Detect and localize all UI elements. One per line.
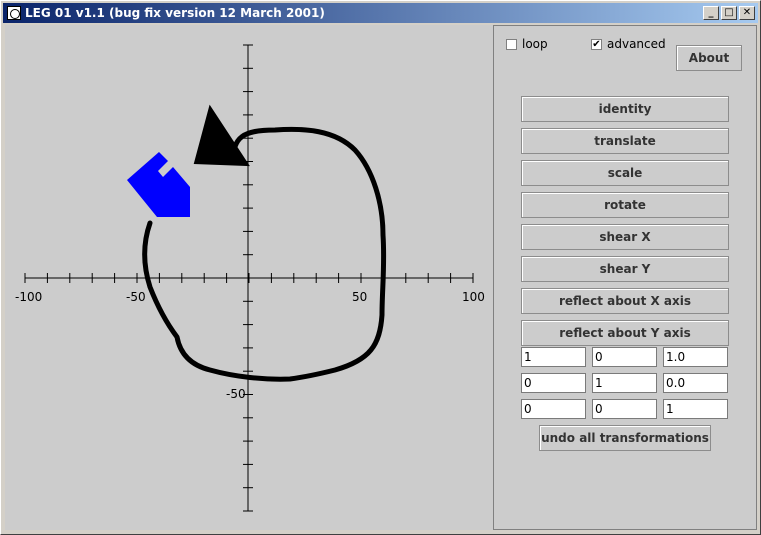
matrix-field[interactable]: 1.0 — [663, 347, 728, 367]
close-button[interactable]: ✕ — [739, 6, 755, 20]
window-controls: _ □ ✕ — [703, 6, 755, 20]
shear-x-button[interactable]: shear X — [521, 224, 729, 250]
loop-checkbox[interactable]: loop — [506, 37, 548, 51]
undo-all-button[interactable]: undo all transformations — [539, 425, 711, 451]
arrowhead — [193, 104, 250, 167]
matrix-field[interactable]: 1 — [592, 373, 657, 393]
shear-y-button[interactable]: shear Y — [521, 256, 729, 282]
maximize-button[interactable]: □ — [721, 6, 737, 20]
advanced-checkbox-box[interactable]: ✔ — [591, 38, 602, 50]
advanced-checkbox[interactable]: ✔ advanced — [591, 37, 666, 51]
minimize-button[interactable]: _ — [703, 6, 719, 20]
translate-button[interactable]: translate — [521, 128, 729, 154]
matrix-field[interactable]: 0 — [592, 347, 657, 367]
transform-shape — [127, 152, 190, 217]
rotate-button[interactable]: rotate — [521, 192, 729, 218]
matrix-field[interactable]: 1 — [521, 347, 586, 367]
drawing-canvas[interactable]: -100 -50 50 100 -50 — [5, 25, 493, 530]
x-tick-label: 50 — [352, 290, 367, 304]
app-icon — [7, 6, 21, 20]
freehand-stroke — [142, 126, 387, 382]
matrix-field[interactable]: 0 — [592, 399, 657, 419]
advanced-label: advanced — [607, 37, 666, 51]
loop-label: loop — [522, 37, 548, 51]
about-button[interactable]: About — [676, 45, 742, 71]
matrix-field[interactable]: 0 — [521, 373, 586, 393]
y-tick-label: -50 — [226, 387, 246, 401]
title-bar[interactable]: LEG 01 v1.1 (bug fix version 12 March 20… — [3, 3, 758, 23]
control-panel: loop ✔ advanced About identity translate… — [493, 25, 757, 530]
scale-button[interactable]: scale — [521, 160, 729, 186]
matrix-field[interactable]: 1 — [663, 399, 728, 419]
plot-svg: -100 -50 50 100 -50 — [15, 44, 485, 512]
identity-button[interactable]: identity — [521, 96, 729, 122]
window-title: LEG 01 v1.1 (bug fix version 12 March 20… — [25, 6, 325, 20]
matrix-field[interactable]: 0.0 — [663, 373, 728, 393]
reflect-x-axis-button[interactable]: reflect about X axis — [521, 288, 729, 314]
y-tick-marks — [243, 44, 253, 512]
matrix-field[interactable]: 0 — [521, 399, 586, 419]
loop-checkbox-box[interactable] — [506, 38, 517, 50]
x-tick-label: -100 — [15, 290, 42, 304]
x-tick-label: -50 — [126, 290, 146, 304]
x-tick-label: 100 — [462, 290, 485, 304]
reflect-y-axis-button[interactable]: reflect about Y axis — [521, 320, 729, 346]
